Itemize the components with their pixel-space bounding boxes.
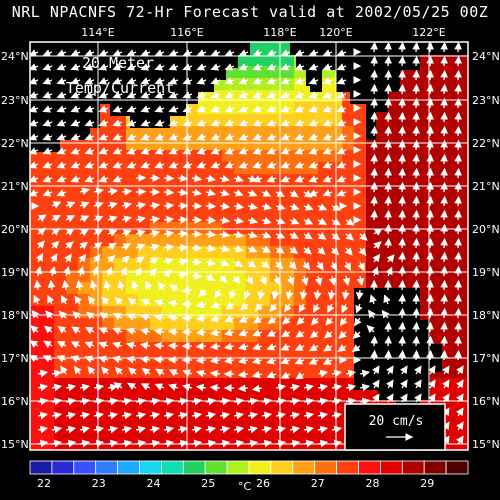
lon-tick-label: 118°E xyxy=(263,26,296,39)
colorbar-swatch xyxy=(445,460,469,475)
colorbar-swatch xyxy=(51,460,75,475)
colorbar-swatch xyxy=(336,460,359,475)
colorbar-swatch xyxy=(226,460,250,475)
lon-tick-label: 120°E xyxy=(319,26,352,39)
colorbar-tick-label: 22 xyxy=(37,477,51,490)
lat-tick-label-left: 23°N xyxy=(1,94,29,107)
colorbar-swatch xyxy=(401,460,425,475)
panel-label-line2: Temp/Current xyxy=(66,79,174,97)
colorbar-tick-label: 26 xyxy=(256,477,270,490)
colorbar-swatch xyxy=(160,460,184,475)
lat-lon-grid xyxy=(30,42,468,450)
temperature-colorbar xyxy=(29,460,469,475)
lon-tick-label: 122°E xyxy=(412,26,445,39)
colorbar-swatch xyxy=(29,460,53,475)
colorbar-unit: °C xyxy=(238,480,252,493)
colorbar-swatch xyxy=(73,460,97,475)
map-title: NRL NPACNFS 72-Hr Forecast valid at 2002… xyxy=(11,3,489,21)
colorbar-swatch xyxy=(248,460,272,475)
colorbar-tick-label: 23 xyxy=(92,477,106,490)
colorbar-tick-label: 24 xyxy=(147,477,161,490)
colorbar-swatch xyxy=(204,460,228,475)
lon-tick-label: 116°E xyxy=(170,26,203,39)
lat-tick-label-left: 18°N xyxy=(1,309,29,322)
latitude-labels-right: 24°N 23°N 22°N 21°N 20°N 19°N 18°N 17°N 16°N 15°N xyxy=(472,50,500,451)
lat-tick-label-left: 22°N xyxy=(1,137,29,150)
colorbar-swatch xyxy=(379,460,403,475)
lat-tick-label-left: 15°N xyxy=(1,438,29,451)
colorbar-tick-label: 27 xyxy=(311,477,325,490)
panel-label-line1: 20 Meter xyxy=(82,54,154,72)
lat-tick-label-right: 16°N xyxy=(472,395,500,408)
land-small-island xyxy=(306,68,322,86)
colorbar-tick-label: 29 xyxy=(420,477,434,490)
current-vectors xyxy=(30,42,464,448)
lon-tick-label: 114°E xyxy=(81,26,114,39)
colorbar-swatch xyxy=(314,460,338,475)
latitude-labels-left: 24°N 23°N 22°N 21°N 20°N 19°N 18°N 17°N 16°N 15°N xyxy=(1,50,29,451)
lat-tick-label-right: 23°N xyxy=(472,94,500,107)
lat-tick-label-right: 15°N xyxy=(472,438,500,451)
lat-tick-label-left: 21°N xyxy=(1,180,29,193)
lat-tick-label-right: 20°N xyxy=(472,223,500,236)
lat-tick-label-right: 18°N xyxy=(472,309,500,322)
lat-tick-label-right: 19°N xyxy=(472,266,500,279)
colorbar-swatch xyxy=(182,460,206,475)
vector-scale-legend: 20 cm/s xyxy=(344,403,446,451)
longitude-labels: 114°E 116°E 118°E 120°E 122°E xyxy=(81,26,445,39)
lat-tick-label-left: 17°N xyxy=(1,352,29,365)
colorbar-swatch xyxy=(95,460,118,475)
scale-label: 20 cm/s xyxy=(369,414,424,429)
lat-tick-label-left: 16°N xyxy=(1,395,29,408)
colorbar-swatch xyxy=(117,460,140,475)
colorbar-swatch xyxy=(423,460,447,475)
lat-tick-label-right: 21°N xyxy=(472,180,500,193)
lat-tick-label-left: 19°N xyxy=(1,266,29,279)
colorbar-swatch xyxy=(358,460,381,475)
colorbar-tick-label: 28 xyxy=(366,477,380,490)
colorbar-swatch xyxy=(139,460,162,475)
lat-tick-label-right: 24°N xyxy=(472,50,500,63)
colorbar-swatch xyxy=(270,460,294,475)
lat-tick-label-left: 24°N xyxy=(1,50,29,63)
map-frame xyxy=(29,41,469,451)
panel-label: 20 Meter Temp/Current xyxy=(66,54,174,97)
land-taiwan-south xyxy=(290,42,468,140)
lat-tick-label-left: 20°N xyxy=(1,223,29,236)
colorbar-labels: 22 23 24 25 26 27 28 29 xyxy=(37,477,434,490)
colorbar-swatch xyxy=(292,460,316,475)
lat-tick-label-right: 17°N xyxy=(472,352,500,365)
colorbar-tick-label: 25 xyxy=(201,477,215,490)
lat-tick-label-right: 22°N xyxy=(472,137,500,150)
